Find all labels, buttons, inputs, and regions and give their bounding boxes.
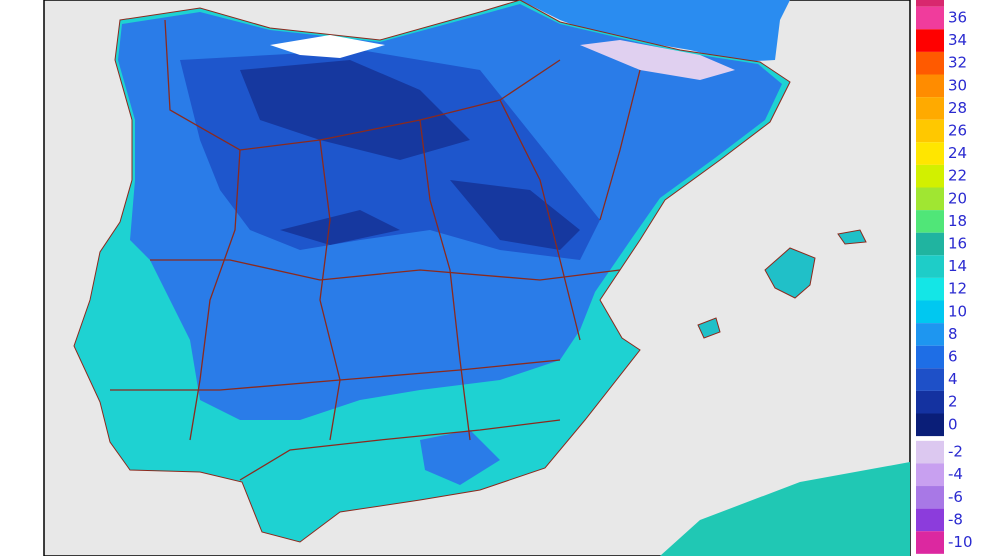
legend-swatch: [916, 6, 944, 30]
legend-label: 32: [948, 54, 967, 72]
legend-label: -6: [948, 488, 963, 506]
legend-label: 2: [948, 393, 958, 411]
boundary: [150, 259, 621, 281]
legend-swatch: [916, 345, 944, 369]
boundary: [189, 149, 241, 441]
legend-swatch: [916, 255, 944, 278]
boundary: [110, 359, 561, 391]
legend-swatch: [916, 164, 944, 188]
legend-swatch: [916, 508, 944, 532]
legend-label: -10: [948, 533, 973, 551]
legend-swatch: [916, 51, 944, 75]
north-coldest: [240, 60, 470, 160]
legend-label: 34: [948, 31, 967, 49]
legend-swatch: [916, 486, 944, 509]
legend-label: 4: [948, 370, 958, 388]
legend-swatch: [916, 463, 944, 487]
mallorca: [764, 247, 816, 299]
legend-swatch: [916, 531, 944, 554]
legend-label: 26: [948, 122, 967, 140]
iberian-coldest: [450, 180, 580, 250]
legend-swatch: [916, 300, 944, 324]
legend-swatch: [916, 97, 944, 120]
boundary: [499, 99, 581, 341]
central-coldest: [280, 210, 400, 245]
legend-swatch: [916, 0, 944, 7]
legend-label: 28: [948, 99, 967, 117]
legend-label: 20: [948, 189, 967, 207]
legend-label: 30: [948, 76, 967, 94]
legend-swatch: [916, 210, 944, 233]
boundary: [319, 139, 341, 441]
pyrenees-frost: [580, 40, 735, 80]
map: [43, 0, 911, 556]
legend-swatch: [916, 232, 944, 256]
legend-swatch: [916, 119, 944, 143]
legend-label: 16: [948, 235, 967, 253]
legend-label: 14: [948, 257, 967, 275]
legend-label: 6: [948, 348, 958, 366]
legend-label: -4: [948, 465, 963, 483]
legend-swatch: [916, 323, 944, 346]
legend-swatch: [916, 390, 944, 414]
legend: 38363432302826242220181614121086420-2-4-…: [916, 0, 973, 554]
boundary: [239, 419, 561, 481]
boundary: [599, 69, 641, 221]
legend-label: 8: [948, 325, 958, 343]
legend-swatch: [916, 74, 944, 98]
legend-label: -2: [948, 443, 963, 461]
north-africa: [660, 462, 910, 556]
legend-label: 10: [948, 302, 967, 320]
legend-swatch: [916, 368, 944, 391]
cantabrian-snow: [270, 35, 385, 58]
legend-swatch: [916, 187, 944, 211]
ibiza: [697, 317, 721, 339]
legend-label: 38: [948, 0, 967, 4]
legend-label: 18: [948, 212, 967, 230]
legend-label: 0: [948, 415, 958, 433]
legend-swatch: [916, 440, 944, 464]
legend-label: 12: [948, 280, 967, 298]
legend-swatch: [916, 277, 944, 301]
legend-swatch: [916, 413, 944, 437]
boundary: [419, 119, 471, 441]
legend-label: -8: [948, 510, 963, 528]
sierra-nevada: [420, 430, 500, 485]
legend-swatch: [916, 142, 944, 165]
legend-label: 22: [948, 167, 967, 185]
menorca: [837, 229, 867, 245]
france-coast: [520, 0, 790, 62]
legend-label: 24: [948, 144, 967, 162]
legend-label: 36: [948, 9, 967, 27]
legend-swatch: [916, 29, 944, 52]
